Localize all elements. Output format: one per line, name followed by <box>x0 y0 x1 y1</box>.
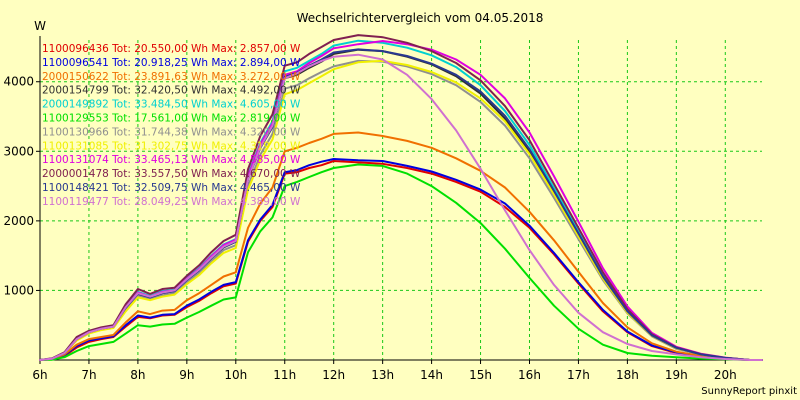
legend-entry: 1100148421 Tot: 32.509,75 Wh Max: 4.465,… <box>42 182 301 194</box>
x-tick-label: 19h <box>665 368 688 382</box>
x-tick-label: 8h <box>130 368 145 382</box>
legend-entry: 1100129553 Tot: 17.561,00 Wh Max: 2.819,… <box>42 113 301 125</box>
series-line-12 <box>39 53 763 361</box>
legend-entry: 2000149892 Tot: 33.484,50 Wh Max: 4.605,… <box>42 99 301 111</box>
legend-entry: 2000001478 Tot: 33.557,50 Wh Max: 4.670,… <box>42 168 301 180</box>
legend-entry: 1100131074 Tot: 33.465,13 Wh Max: 4.585,… <box>42 154 301 166</box>
legend-entry: 1100119477 Tot: 28.049,25 Wh Max: 4.389,… <box>42 196 301 208</box>
y-tick-label: 1000 <box>3 283 34 297</box>
series-line-10 <box>39 34 763 361</box>
x-tick-label: 11h <box>273 368 296 382</box>
y-axis-label: W <box>34 19 46 33</box>
y-tick-label: 3000 <box>3 144 34 158</box>
legend-entry: 1100131085 Tot: 31.302,75 Wh Max: 4.319,… <box>42 140 301 152</box>
axes: 6h 7h 8h 9h 10h 11h 12h 13h 14h 15h 16h 17h 18h 19h 20… <box>3 36 762 382</box>
legend-entry: 2000154799 Tot: 32.420,50 Wh Max: 4.492,… <box>42 85 301 97</box>
x-tick-label: 12h <box>322 368 345 382</box>
legend-entry: 1100096436 Tot: 20.550,00 Wh Max: 2.857,… <box>42 43 301 55</box>
legend-entry: 1100130966 Tot: 31.744,38 Wh Max: 4.320,… <box>42 126 301 138</box>
legend-entry: 1100096541 Tot: 20.918,25 Wh Max: 2.894,… <box>42 57 301 69</box>
x-tick-label: 10h <box>224 368 247 382</box>
x-tick-label: 9h <box>179 368 194 382</box>
y-tick-label: 2000 <box>3 214 34 228</box>
x-tick-label: 17h <box>567 368 590 382</box>
series-line-6 <box>39 163 763 361</box>
x-tick-label: 16h <box>518 368 541 382</box>
y-tick-label: 4000 <box>3 75 34 89</box>
series-lines <box>39 34 763 361</box>
series-line-8 <box>39 59 763 361</box>
legend-entry: 2000150622 Tot: 23.891,63 Wh Max: 3.272,… <box>42 71 301 83</box>
series-line-2 <box>39 158 763 361</box>
x-tick-label: 20h <box>714 368 737 382</box>
x-tick-label: 15h <box>469 368 492 382</box>
x-tick-label: 14h <box>420 368 443 382</box>
series-line-3 <box>39 131 763 361</box>
chart-title: Wechselrichtervergleich vom 04.05.2018 <box>297 11 544 25</box>
grid-lines <box>40 40 762 360</box>
x-tick-label: 13h <box>371 368 394 382</box>
x-tick-label: 6h <box>32 368 47 382</box>
legend: 1100096436 Tot: 20.550,00 Wh Max: 2.857,… <box>42 43 301 208</box>
series-line-1 <box>39 160 763 361</box>
footer-credit: SunnyReport pinxit <box>701 386 797 397</box>
x-tick-label: 18h <box>616 368 639 382</box>
x-tick-label: 7h <box>81 368 96 382</box>
